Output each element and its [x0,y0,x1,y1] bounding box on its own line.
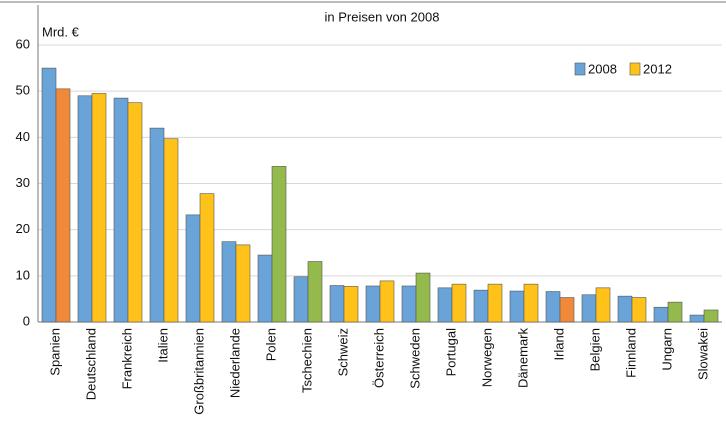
x-tick-label: Dänemark [515,328,530,388]
bar [689,314,705,323]
bar [365,285,381,323]
bar [509,290,525,323]
x-tick-label: Österreich [371,328,386,388]
bar [77,95,93,323]
bar [127,102,143,323]
x-tick-label: Tschechien [299,328,314,393]
x-tick-label: Frankreich [119,328,134,389]
bar [185,214,201,323]
bar [667,301,683,323]
bar [379,280,395,323]
bar [271,166,287,323]
bar [235,244,251,323]
x-tick-label: Spanien [47,328,62,376]
bar [581,294,597,323]
x-tick-label: Schweden [407,328,422,389]
legend-swatch [629,62,641,76]
y-tick-label: 40 [16,129,30,144]
x-tick-label: Norwegen [479,328,494,387]
bar [113,97,129,323]
bar [257,254,273,323]
bar [415,272,431,323]
bar [523,283,539,323]
legend-label: 2012 [643,61,672,76]
x-tick-label: Großbritannien [191,328,206,415]
bar [41,67,57,323]
x-tick-label: Schweiz [335,328,350,376]
x-tick-label: Ungarn [659,328,674,371]
bar [221,241,237,323]
bar [595,287,611,323]
x-tick-label: Niederlande [227,328,242,398]
y-tick-label: 0 [23,313,30,328]
chart-title: in Preisen von 2008 [325,9,440,24]
x-tick-label: Portugal [443,328,458,377]
bar [329,285,345,323]
x-tick-label: Polen [263,328,278,361]
bar [199,193,215,323]
bar [307,261,323,323]
x-tick-label: Deutschland [83,328,98,400]
y-tick-label: 10 [16,267,30,282]
bar [451,283,467,323]
y-tick-label: 20 [16,221,30,236]
bar [617,295,633,323]
bar [473,289,489,323]
bar [487,283,503,323]
bar [91,93,107,323]
bar [437,287,453,323]
x-tick-label: Italien [155,328,170,363]
bar [631,297,647,323]
bar [401,285,417,323]
bar [545,291,561,323]
legend-label: 2008 [588,61,617,76]
x-tick-label: Finnland [623,328,638,378]
bar [703,309,719,323]
y-axis-label: Mrd. € [42,24,80,39]
y-tick-label: 50 [16,83,30,98]
y-tick-label: 60 [16,36,30,51]
x-tick-label: Belgien [587,328,602,371]
bar [163,138,179,323]
bar [559,297,575,323]
bar [55,88,71,323]
bar [653,306,669,323]
bar [343,286,359,323]
y-tick-label: 30 [16,175,30,190]
x-tick-label: Slowakei [695,328,710,380]
legend-swatch [574,62,586,76]
bar [149,127,165,323]
bar [293,276,309,323]
x-tick-label: Irland [551,328,566,361]
